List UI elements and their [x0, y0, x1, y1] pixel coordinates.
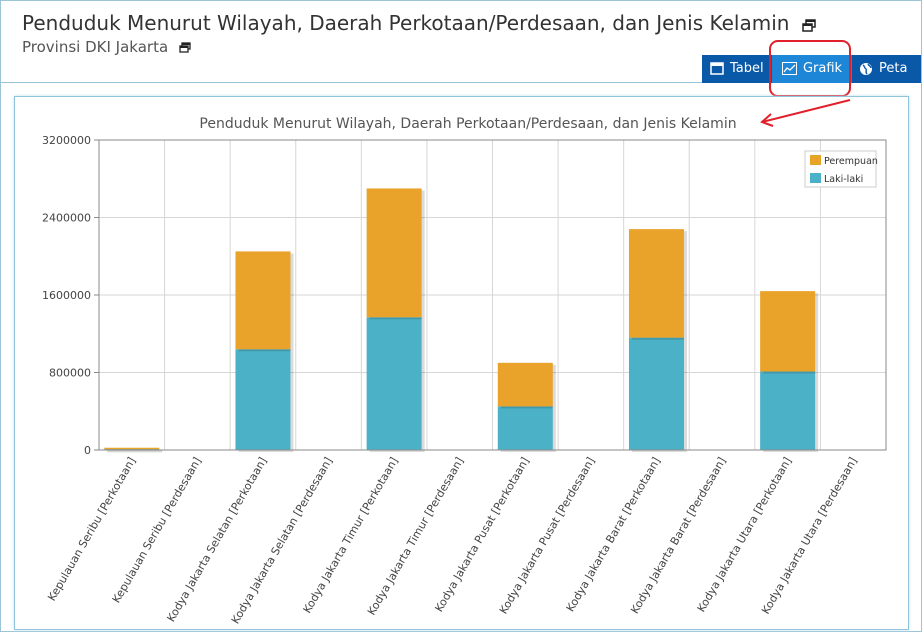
- y-axis-ticks: 3200000 2400000 1600000 800000 0: [42, 134, 99, 457]
- bar-segment: [628, 337, 684, 450]
- popup-window-icon[interactable]: [179, 39, 191, 57]
- legend-label: Perempuan: [824, 156, 878, 167]
- page-subtitle: Provinsi DKI Jakarta: [22, 38, 191, 57]
- plot-border: [98, 139, 887, 451]
- bar-segment: [760, 291, 816, 372]
- line-chart-icon: [781, 62, 797, 75]
- view-tabs: Tabel Grafik Peta: [702, 55, 921, 83]
- legend-label: Laki-laki: [824, 174, 863, 185]
- chart-bars: [104, 188, 819, 453]
- chart-legend: Perempuan Laki-laki: [804, 150, 878, 188]
- bar-segment: [497, 362, 553, 407]
- bar-segment: [104, 447, 160, 450]
- chart-title: Penduduk Menurut Wilayah, Daerah Perkota…: [199, 116, 736, 132]
- tab-peta[interactable]: Peta: [859, 55, 907, 83]
- bar-segment: [235, 251, 291, 350]
- window-icon: [710, 62, 724, 75]
- page-title-text: Penduduk Menurut Wilayah, Daerah Perkota…: [22, 11, 790, 35]
- y-tick-label: 2400000: [42, 212, 91, 225]
- chart-panel: [14, 96, 909, 630]
- page-title: Penduduk Menurut Wilayah, Daerah Perkota…: [22, 11, 816, 37]
- header-divider: [1, 82, 921, 83]
- bar-segment: [628, 229, 684, 338]
- bar-segment: [235, 349, 291, 450]
- tab-tabel[interactable]: Tabel: [710, 55, 764, 83]
- popup-window-icon[interactable]: [802, 13, 816, 37]
- tab-tabel-label: Tabel: [730, 61, 764, 76]
- y-tick-label: 0: [84, 444, 91, 457]
- tab-grafik[interactable]: Grafik: [772, 55, 852, 83]
- bar-segment: [497, 406, 553, 450]
- legend-swatch: [810, 173, 821, 183]
- tab-grafik-label: Grafik: [802, 61, 843, 76]
- annotation-arrow: [760, 99, 851, 127]
- bar-segment: [366, 188, 422, 318]
- bar-segment: [760, 371, 816, 450]
- legend-swatch: [810, 155, 821, 165]
- y-tick-label: 3200000: [42, 134, 91, 147]
- globe-icon: [860, 62, 872, 75]
- y-tick-label: 800000: [49, 367, 91, 380]
- page-subtitle-text: Provinsi DKI Jakarta: [22, 38, 169, 56]
- bar-segment: [366, 317, 422, 450]
- bar-shadow: [107, 450, 163, 453]
- y-tick-label: 1600000: [42, 289, 91, 302]
- x-axis-labels: Kepulauan Seribu [Perkotaan]Kepulauan Se…: [45, 455, 860, 626]
- tab-peta-label: Peta: [879, 61, 908, 76]
